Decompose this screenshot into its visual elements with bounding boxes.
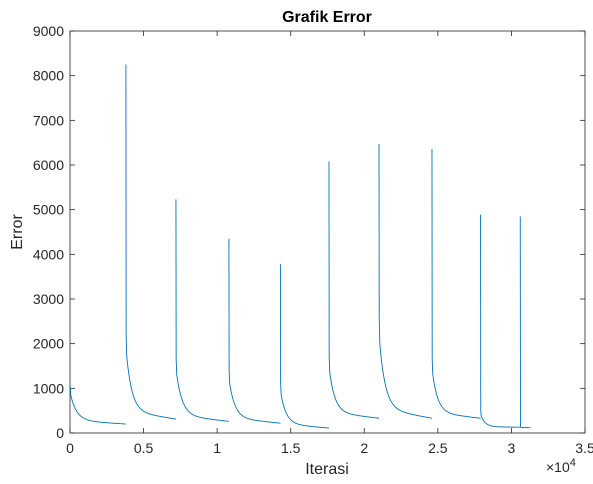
series-segment — [378, 144, 433, 419]
y-tick-label: 3000 — [33, 291, 64, 307]
x-exponent-base: ×10 — [546, 459, 570, 475]
series-segment — [328, 161, 380, 419]
x-tick-label: 3 — [508, 440, 516, 456]
series-layer — [69, 64, 531, 429]
axis-ticks: 0 0.5 1 1.5 2 2.5 3 3.5 0 1000 2000 3000 4000 5000 600… — [33, 23, 593, 456]
y-tick-label: 2000 — [33, 336, 64, 352]
chart-title: Grafik Error — [282, 9, 372, 26]
x-tick-label: 0 — [66, 440, 74, 456]
x-tick-label: 1 — [213, 440, 221, 456]
x-axis-label: Iterasi — [305, 461, 349, 478]
x-exponent-power: 4 — [570, 457, 576, 469]
y-tick-label: 6000 — [33, 157, 64, 173]
series-segment — [125, 64, 177, 420]
x-axis-exponent: ×104 — [546, 457, 576, 475]
y-tick-label: 0 — [56, 425, 64, 441]
series-segment — [480, 214, 521, 428]
x-tick-label: 2.5 — [428, 440, 448, 456]
series-segment — [519, 216, 531, 429]
x-tick-label: 1.5 — [281, 440, 301, 456]
series-segment — [431, 148, 481, 419]
series-segment — [228, 238, 281, 424]
series-segment — [175, 199, 229, 422]
series-segment — [69, 385, 126, 425]
y-axis-label: Error — [9, 214, 26, 250]
series-segment — [279, 264, 330, 429]
y-tick-label: 9000 — [33, 23, 64, 39]
y-tick-label: 4000 — [33, 246, 64, 262]
x-tick-label: 3.5 — [575, 440, 593, 456]
y-tick-label: 8000 — [33, 68, 64, 84]
y-tick-label: 1000 — [33, 380, 64, 396]
x-tick-label: 2 — [360, 440, 368, 456]
plot-area — [69, 30, 586, 434]
y-tick-label: 7000 — [33, 112, 64, 128]
y-tick-label: 5000 — [33, 202, 64, 218]
x-tick-label: 0.5 — [134, 440, 154, 456]
